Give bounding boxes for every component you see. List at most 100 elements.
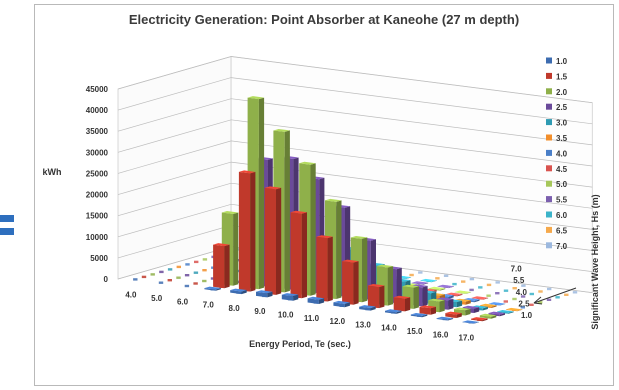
bar-front-face — [230, 290, 242, 295]
floor-marker — [167, 268, 173, 271]
bar-front-face — [290, 212, 302, 299]
bar-top-face — [213, 243, 230, 247]
bar-top-face — [393, 295, 411, 299]
y-axis-ticks: 0 5000 10000 15000 20000 25000 30000 35000 40000… — [86, 85, 109, 284]
depth-axis-ticks: 1.0 2.5 4.0 5.5 7.0 — [511, 265, 533, 320]
bar-top-face — [437, 284, 454, 288]
floor-marker — [167, 279, 172, 282]
bar-side-face — [405, 297, 411, 312]
y-tick-label: 5000 — [90, 254, 108, 263]
depth-tick-label: 2.5 — [518, 299, 530, 308]
x-tick-label: 16.0 — [433, 330, 449, 339]
bar-top-face — [497, 310, 514, 313]
y-axis-label: kWh — [43, 167, 62, 177]
bar-top-face — [342, 259, 359, 263]
floor-marker — [538, 301, 543, 304]
legend-label: 3.0 — [556, 119, 568, 128]
bar-front-face — [437, 286, 449, 289]
floor-marker — [512, 287, 517, 290]
gridline — [117, 161, 593, 209]
legend-label: 5.0 — [556, 180, 568, 189]
bar-side-face — [318, 298, 325, 304]
floor-marker — [486, 294, 491, 297]
floor-marker — [236, 280, 241, 283]
bar-front-face — [505, 309, 518, 312]
floor-marker — [503, 300, 508, 303]
bar-top-face — [462, 320, 479, 324]
x-tick-label: 11.0 — [304, 314, 320, 323]
bar — [238, 170, 256, 292]
gridline — [117, 77, 593, 125]
x-tick-label: 7.0 — [203, 301, 215, 310]
bar-side-face — [440, 288, 446, 291]
bar — [393, 295, 411, 312]
bar-top-face — [471, 296, 489, 300]
bar-top-face — [299, 161, 316, 165]
bar-front-face — [316, 236, 328, 302]
bar-side-face — [233, 212, 239, 286]
bar-side-face — [250, 171, 256, 292]
bar-top-face — [230, 288, 247, 292]
floor-marker — [478, 286, 483, 289]
bar-front-face — [213, 244, 225, 289]
floor-marker — [193, 271, 199, 274]
bar — [411, 281, 429, 285]
x-axis-label: Energy Period, Te (sec.) — [249, 339, 351, 349]
x-axis-ticks: 4.0 5.0 6.0 7.0 8.0 9.0 10.0 11.0 12.0 13.0 14.0 15… — [125, 291, 474, 343]
bar-top-face — [445, 292, 463, 296]
bar-side-face — [362, 237, 368, 303]
bar-side-face — [491, 315, 497, 319]
bar-front-face — [385, 310, 397, 314]
bar-side-face — [267, 291, 273, 298]
bar-front-face — [333, 302, 345, 308]
depth-tick-label: 1.0 — [521, 311, 533, 320]
bar — [204, 286, 221, 291]
gridline — [117, 203, 593, 251]
legend-swatch — [546, 226, 552, 233]
legend-label: 7.0 — [556, 242, 568, 251]
bar-top-face — [376, 264, 394, 268]
bar-side-face — [215, 288, 221, 291]
gridline — [117, 98, 593, 146]
x-tick-label: 6.0 — [177, 297, 189, 306]
bar — [213, 243, 230, 289]
bar-front-face — [393, 297, 405, 312]
floor-marker — [495, 292, 500, 295]
bar-top-face — [488, 302, 506, 306]
floor-marker — [184, 284, 190, 288]
legend-label: 4.0 — [556, 149, 568, 158]
bar-top-face — [436, 316, 454, 320]
bar — [445, 311, 462, 318]
bar — [436, 316, 454, 321]
bar-side-face — [491, 305, 497, 308]
depth-axis-pointer-arrow — [533, 287, 577, 304]
x-tick-label: 4.0 — [125, 291, 137, 300]
x-tick-label: 14.0 — [381, 324, 397, 333]
bar-side-face — [448, 295, 454, 299]
bar — [479, 313, 497, 319]
bar-top-face — [428, 286, 446, 290]
bar — [488, 302, 506, 306]
bar-top-face — [454, 307, 471, 311]
bar-front-face — [428, 288, 441, 291]
bar-side-face — [439, 300, 445, 313]
bar-top-face — [462, 305, 480, 309]
legend-label: 2.0 — [556, 88, 568, 97]
bar-side-face — [336, 200, 342, 299]
bar — [359, 305, 376, 311]
chart-title: Electricity Generation: Point Absorber a… — [128, 12, 520, 27]
bar-side-face — [448, 286, 454, 289]
bar — [428, 286, 446, 291]
bar-top-face — [238, 170, 256, 174]
floor-marker — [461, 280, 466, 283]
floor-marker — [202, 258, 208, 261]
floor-marker — [150, 273, 155, 276]
legend-swatch — [546, 134, 552, 141]
floor-marker — [546, 298, 552, 301]
floor-marker — [512, 297, 517, 301]
floor-marker — [486, 283, 492, 287]
bar — [385, 309, 402, 314]
bar-side-face — [422, 314, 428, 318]
floor-marker — [158, 281, 164, 284]
floor-marker — [133, 278, 138, 281]
